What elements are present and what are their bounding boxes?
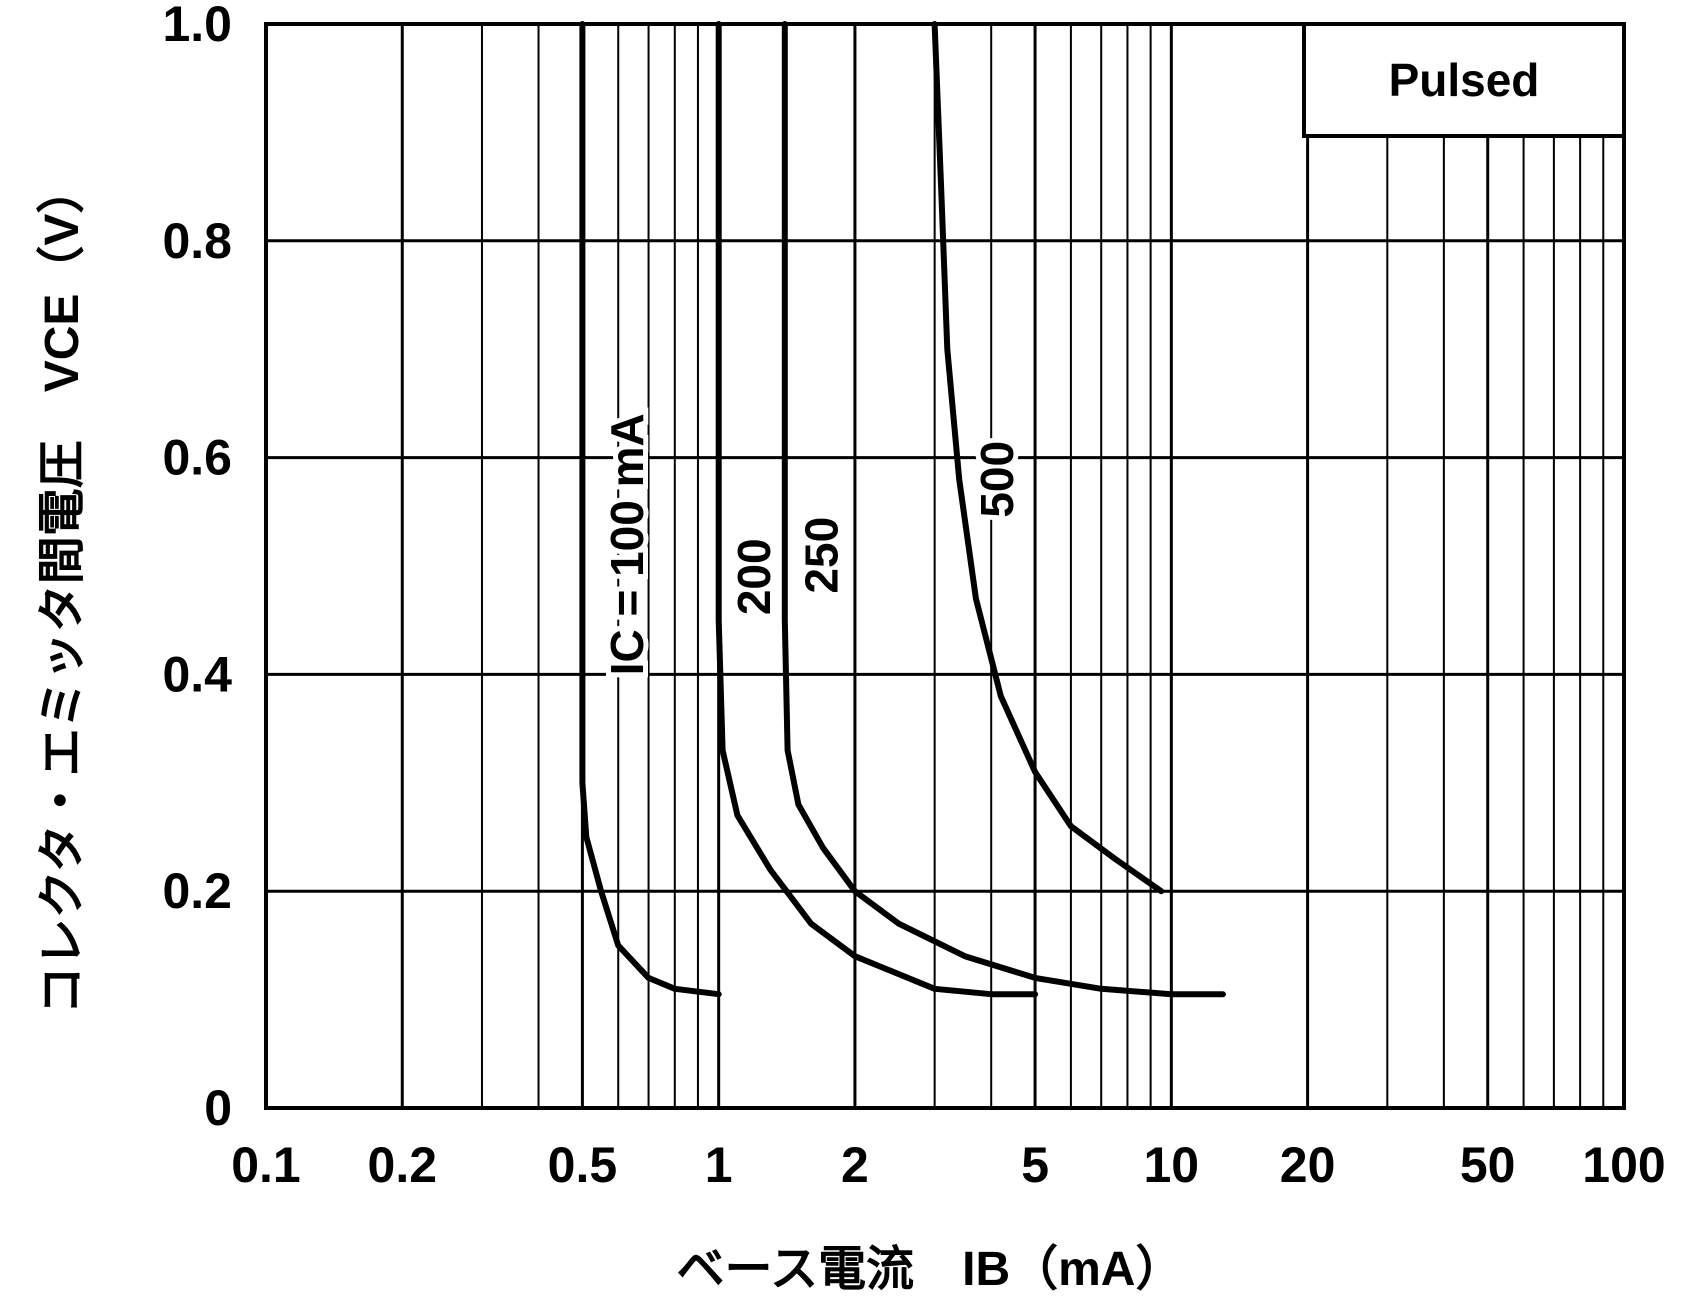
x-tick-label: 50 bbox=[1460, 1137, 1516, 1193]
series-label: IC = 100 mA bbox=[601, 413, 653, 675]
series-curve bbox=[579, 21, 722, 998]
x-axis-title: ベース電流 IB（mA） bbox=[677, 1243, 1184, 1296]
y-tick-labels: 0 0.2 0.4 0.6 0.8 1.0 bbox=[162, 0, 232, 1136]
x-tick-label: 0.2 bbox=[368, 1137, 438, 1193]
series-label: 500 bbox=[971, 441, 1023, 518]
series-curves bbox=[579, 21, 1226, 998]
y-tick-label: 0.6 bbox=[162, 430, 232, 486]
x-tick-label: 0.5 bbox=[548, 1137, 618, 1193]
y-tick-label: 1.0 bbox=[162, 0, 232, 52]
x-tick-label: 20 bbox=[1280, 1137, 1336, 1193]
x-tick-label: 100 bbox=[1582, 1137, 1665, 1193]
x-tick-label: 1 bbox=[705, 1137, 733, 1193]
series-label: 200 bbox=[728, 538, 780, 615]
legend-box: Pulsed bbox=[1302, 22, 1626, 138]
series-curve bbox=[781, 21, 1226, 998]
x-tick-label: 5 bbox=[1021, 1137, 1049, 1193]
y-tick-label: 0.8 bbox=[162, 213, 232, 269]
legend-label: Pulsed bbox=[1389, 54, 1540, 106]
y-axis-title: コレクタ・エミッタ間電圧 VCE（V） bbox=[36, 166, 89, 1015]
y-tick-label: 0 bbox=[204, 1080, 232, 1136]
series-curve bbox=[715, 21, 1039, 998]
series-curve bbox=[931, 21, 1165, 895]
plot-frame bbox=[264, 22, 1626, 1110]
series-label: 250 bbox=[795, 517, 847, 594]
series-labels: IC = 100 mA 200 250 500 bbox=[596, 408, 1028, 680]
legend-rect bbox=[1302, 22, 1626, 138]
y-tick-label: 0.4 bbox=[162, 646, 232, 702]
y-tick-label: 0.2 bbox=[162, 863, 232, 919]
x-tick-labels: 0.1 0.2 0.5 1 2 5 10 20 50 100 bbox=[231, 1137, 1665, 1193]
x-tick-label: 2 bbox=[841, 1137, 869, 1193]
x-tick-label: 0.1 bbox=[231, 1137, 301, 1193]
x-tick-label: 10 bbox=[1143, 1137, 1199, 1193]
grid bbox=[266, 24, 1624, 1108]
